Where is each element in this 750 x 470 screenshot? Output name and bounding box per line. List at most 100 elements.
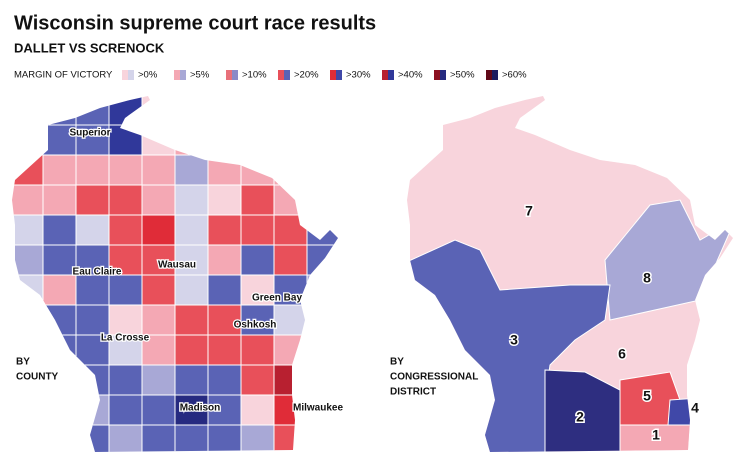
county xyxy=(75,424,110,452)
legend-swatch-blue xyxy=(336,70,342,80)
county xyxy=(141,364,176,396)
legend-swatch-blue xyxy=(180,70,186,80)
county xyxy=(75,334,110,366)
county xyxy=(174,96,209,126)
county xyxy=(273,96,308,126)
legend-label: >30% xyxy=(346,70,371,81)
district-label: 8 xyxy=(643,270,651,286)
county xyxy=(306,96,338,126)
county xyxy=(240,184,275,216)
county xyxy=(306,184,338,216)
county xyxy=(240,394,275,426)
county xyxy=(75,214,110,246)
city-label: Wausau xyxy=(158,260,196,271)
county xyxy=(174,274,209,306)
county xyxy=(42,424,77,452)
county xyxy=(108,214,143,246)
county xyxy=(42,96,77,126)
county xyxy=(174,304,209,336)
county xyxy=(42,394,77,426)
district-label: 3 xyxy=(510,332,518,348)
county xyxy=(240,364,275,396)
district-3 xyxy=(407,239,611,452)
county xyxy=(141,124,176,156)
legend-label: >0% xyxy=(138,70,158,81)
county xyxy=(12,424,44,452)
district-label: 5 xyxy=(643,388,651,404)
legend-swatch-blue xyxy=(232,70,238,80)
county-map xyxy=(12,96,338,452)
county xyxy=(75,96,110,126)
county xyxy=(42,244,77,276)
city-label: Green Bay xyxy=(252,293,302,304)
county xyxy=(12,394,44,426)
county xyxy=(306,304,338,336)
city-label: Madison xyxy=(180,403,221,414)
county xyxy=(174,154,209,186)
county xyxy=(174,184,209,216)
county xyxy=(12,184,44,216)
county xyxy=(207,424,242,452)
county xyxy=(273,154,308,186)
county xyxy=(174,364,209,396)
legend-swatch-red xyxy=(278,70,284,80)
county xyxy=(42,334,77,366)
district-label: 6 xyxy=(618,346,626,362)
legend-swatch-blue xyxy=(284,70,290,80)
county xyxy=(42,154,77,186)
county xyxy=(108,184,143,216)
county xyxy=(207,124,242,156)
county xyxy=(12,96,44,126)
county xyxy=(108,364,143,396)
county xyxy=(108,394,143,426)
county xyxy=(174,394,209,426)
legend-label: >60% xyxy=(502,70,527,81)
map-label: DISTRICT xyxy=(390,387,436,398)
county xyxy=(108,304,143,336)
county xyxy=(174,334,209,366)
county xyxy=(12,124,44,156)
county xyxy=(174,214,209,246)
county xyxy=(75,274,110,306)
district-label: 7 xyxy=(525,203,533,219)
district-label: 2 xyxy=(576,409,584,425)
county xyxy=(240,124,275,156)
district-label: 1 xyxy=(652,427,660,443)
county xyxy=(108,274,143,306)
county xyxy=(273,184,308,216)
county xyxy=(273,124,308,156)
county xyxy=(12,304,44,336)
legend-swatch-red xyxy=(174,70,180,80)
county xyxy=(240,304,275,336)
city-label: Oshkosh xyxy=(234,320,277,331)
map-label: BY xyxy=(390,357,404,368)
county xyxy=(141,274,176,306)
county xyxy=(306,244,338,276)
county xyxy=(207,184,242,216)
county xyxy=(240,214,275,246)
county xyxy=(207,274,242,306)
county xyxy=(141,184,176,216)
county xyxy=(306,124,338,156)
county xyxy=(207,334,242,366)
county xyxy=(306,364,338,396)
county xyxy=(75,154,110,186)
county xyxy=(42,304,77,336)
county xyxy=(174,244,209,276)
county xyxy=(240,154,275,186)
county xyxy=(75,184,110,216)
county xyxy=(207,364,242,396)
map-label: COUNTY xyxy=(16,372,59,383)
county xyxy=(240,96,275,126)
county xyxy=(12,274,44,306)
county xyxy=(207,96,242,126)
county xyxy=(108,334,143,366)
county xyxy=(12,244,44,276)
county xyxy=(207,214,242,246)
county xyxy=(108,154,143,186)
county xyxy=(42,184,77,216)
county xyxy=(273,214,308,246)
legend-title: MARGIN OF VICTORY xyxy=(14,70,113,81)
county xyxy=(273,304,308,336)
map-label: CONGRESSIONAL xyxy=(390,372,478,383)
